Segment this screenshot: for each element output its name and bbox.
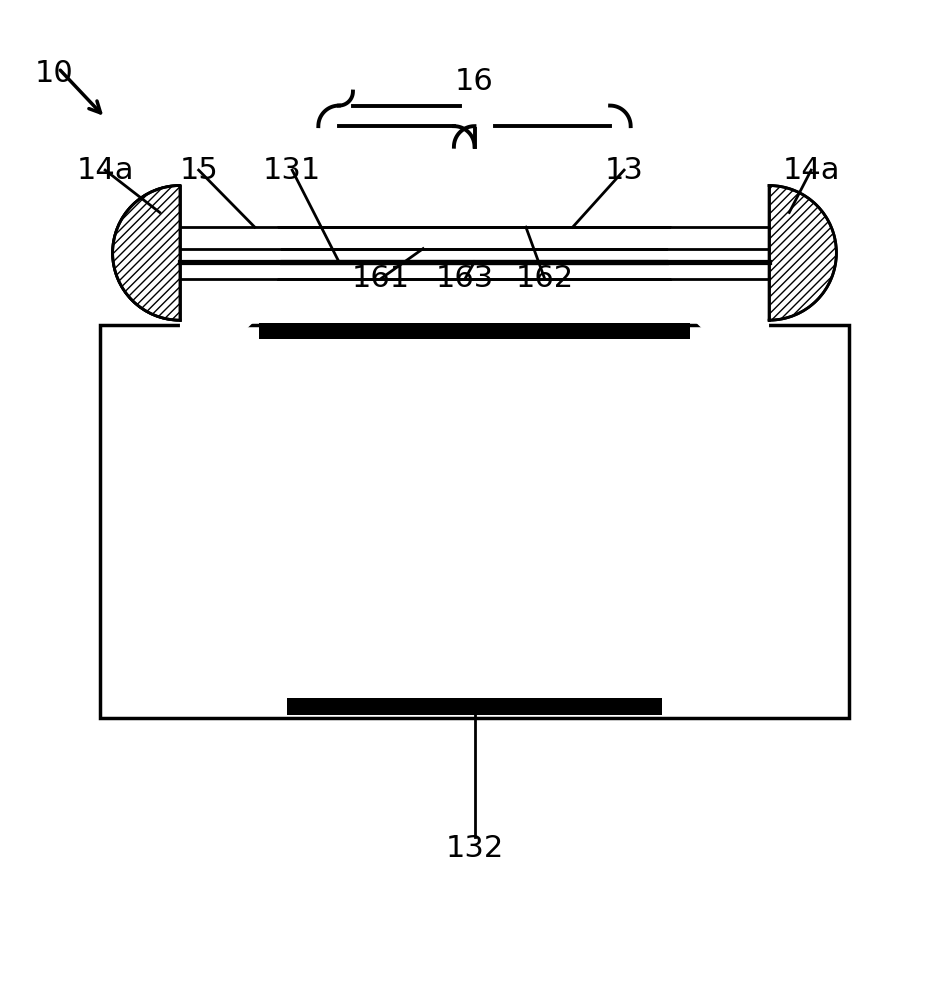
Bar xyxy=(259,323,690,339)
Ellipse shape xyxy=(113,185,248,320)
Text: 132: 132 xyxy=(445,835,504,863)
Text: 14a: 14a xyxy=(782,156,840,184)
Text: 131: 131 xyxy=(263,156,322,184)
Text: 163: 163 xyxy=(436,264,494,293)
Bar xyxy=(288,698,661,715)
Wedge shape xyxy=(769,185,836,320)
Wedge shape xyxy=(113,185,180,320)
Text: 161: 161 xyxy=(352,264,410,293)
Text: 162: 162 xyxy=(515,264,574,293)
Bar xyxy=(180,227,769,279)
Text: 10: 10 xyxy=(35,58,74,88)
Wedge shape xyxy=(180,152,281,354)
Text: 13: 13 xyxy=(605,156,643,184)
Text: 14a: 14a xyxy=(76,156,134,184)
Bar xyxy=(101,325,848,718)
Text: 15: 15 xyxy=(179,156,218,184)
Wedge shape xyxy=(668,152,769,354)
Text: 16: 16 xyxy=(456,67,493,97)
